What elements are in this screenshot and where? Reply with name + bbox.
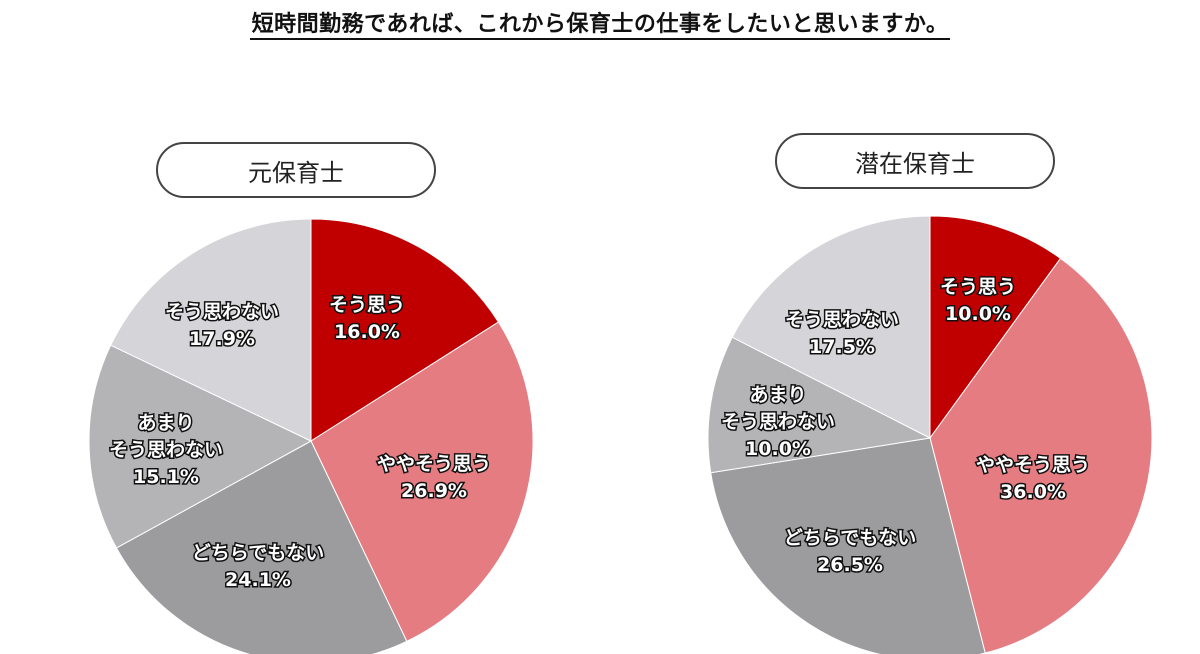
pie-slice [88,344,313,549]
slice-label: そう思わない [165,301,279,323]
pie-slice [731,215,931,439]
slice-label: 10.0% [945,303,1011,325]
pie-slice [310,218,500,442]
slice-label: ややそう思う [976,454,1090,476]
slice-label: そう思わない [785,309,899,331]
pie-slice [710,437,986,654]
slice-label: そう思う [940,276,1016,298]
slice-label: そう思う [329,294,405,316]
pie-label-latent: 潜在保育士 [775,133,1055,189]
slice-label: 26.9% [401,480,467,502]
slice-label: どちらでもない [784,527,916,549]
slice-label: そう思わない [721,411,835,433]
slice-label: あまり [749,384,806,406]
pie-label-former: 元保育士 [156,142,436,198]
pie-slice [707,336,932,474]
slice-label: 10.0% [745,438,811,460]
pie-slice [310,321,534,642]
pie-label-latent-text: 潜在保育士 [855,149,975,178]
slice-label: あまり [137,412,194,434]
pie-chart-latent: そう思う10.0%ややそう思う36.0%どちらでもない26.5%あまりそう思わな… [707,215,1153,654]
slice-label: 16.0% [334,321,400,343]
slice-label: 24.1% [225,569,291,591]
pie-slice [929,257,1153,654]
pie-label-former-text: 元保育士 [248,158,344,187]
slice-label: 36.0% [1000,481,1066,503]
pie-slice [929,215,1062,440]
pie-chart-former: そう思う16.0%ややそう思う26.9%どちらでもない24.1%あまりそう思わな… [88,218,534,654]
slice-label: どちらでもない [192,542,324,564]
chart-title: 短時間勤務であれば、これから保育士の仕事をしたいと思いますか。 [0,6,1200,40]
slice-label: ややそう思う [377,453,491,475]
slice-label: 15.1% [133,466,199,488]
pie-slice [110,218,312,442]
slice-label: そう思わない [109,439,223,461]
pie-slice [115,440,408,654]
slice-label: 17.9% [189,328,255,350]
chart-title-text: 短時間勤務であれば、これから保育士の仕事をしたいと思いますか。 [249,12,951,40]
slice-label: 26.5% [817,554,883,576]
slice-label: 17.5% [809,336,875,358]
